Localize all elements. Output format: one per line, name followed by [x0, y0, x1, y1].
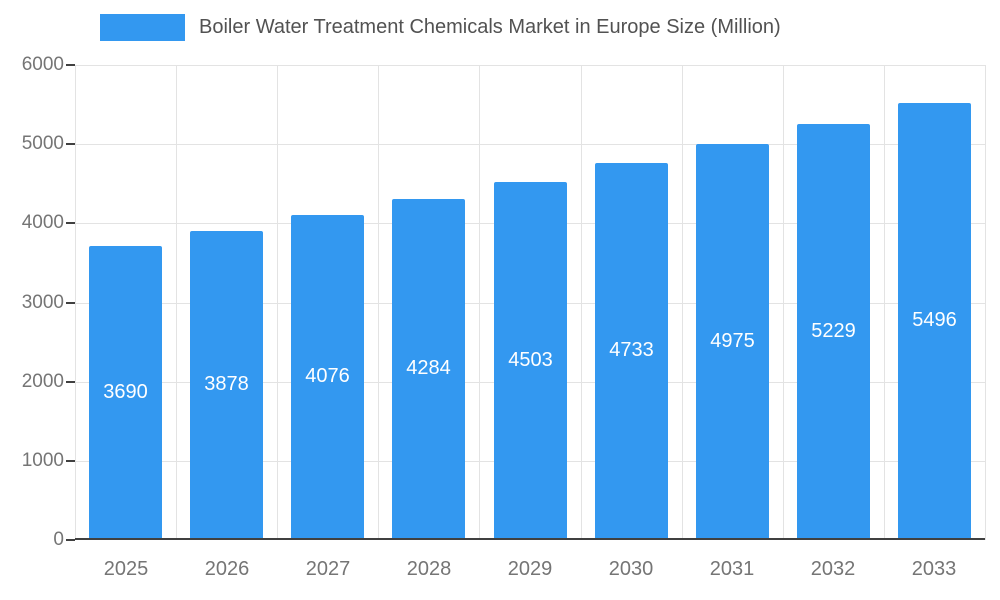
y-axis-tick-label: 0 [53, 529, 64, 550]
bar-value-label: 5229 [811, 319, 856, 342]
x-axis-line [75, 538, 985, 540]
bar[interactable]: 3878 [190, 231, 263, 538]
x-axis-tick-label: 2028 [406, 558, 452, 580]
y-axis-tick-label: 1000 [21, 450, 64, 471]
x-axis-tick-label: 2026 [204, 558, 250, 580]
y-axis-tick-mark [66, 302, 75, 304]
vertical-gridline [783, 65, 784, 540]
bar-value-label: 4733 [609, 339, 654, 361]
x-axis-tick-label: 2031 [709, 558, 755, 580]
bar[interactable]: 4076 [291, 215, 364, 538]
bar[interactable]: 5229 [797, 124, 870, 538]
y-axis-tick-mark [66, 460, 75, 462]
y-axis-tick-label: 3000 [21, 292, 64, 313]
bar[interactable]: 4975 [696, 144, 769, 538]
bar[interactable]: 4284 [392, 199, 465, 538]
y-axis-tick-mark [66, 539, 75, 541]
chart-title: Boiler Water Treatment Chemicals Market … [199, 16, 781, 38]
bar[interactable]: 4503 [494, 182, 567, 538]
vertical-gridline [682, 65, 683, 540]
bar[interactable]: 4733 [595, 163, 668, 538]
x-axis-tick-label: 2025 [103, 558, 149, 580]
horizontal-gridline [75, 65, 985, 66]
plot-area: 3690 3878 4076 4284 4503 4733 4975 5229 5496 [75, 65, 986, 540]
y-axis-tick-mark [66, 222, 75, 224]
bar-value-label: 4076 [305, 365, 350, 387]
legend: Boiler Water Treatment Chemicals Market … [100, 14, 781, 41]
x-axis-tick-label: 2029 [507, 558, 553, 580]
x-axis-tick-label: 2030 [608, 558, 654, 580]
vertical-gridline [176, 65, 177, 540]
bar[interactable]: 3690 [89, 246, 162, 538]
y-axis-tick-label: 5000 [21, 133, 64, 154]
y-axis-tick-mark [66, 64, 75, 66]
y-axis-tick-label: 6000 [21, 54, 64, 75]
bar-value-label: 4284 [406, 357, 451, 379]
bar-value-label: 3690 [103, 380, 148, 403]
horizontal-gridline [75, 144, 985, 145]
bar-value-label: 4975 [710, 329, 755, 352]
vertical-gridline [884, 65, 885, 540]
x-axis-tick-label: 2032 [810, 558, 856, 580]
vertical-gridline [277, 65, 278, 540]
vertical-gridline [479, 65, 480, 540]
vertical-gridline [75, 65, 76, 540]
y-axis-tick-mark [66, 381, 75, 383]
y-axis-tick-label: 4000 [21, 212, 64, 233]
vertical-gridline [581, 65, 582, 540]
vertical-gridline [378, 65, 379, 540]
y-axis-tick-mark [66, 143, 75, 145]
bar[interactable]: 5496 [898, 103, 971, 538]
y-axis-tick-label: 2000 [21, 371, 64, 392]
vertical-gridline [985, 65, 986, 540]
bar-value-label: 4503 [508, 348, 553, 371]
legend-swatch [100, 14, 185, 41]
x-axis-tick-label: 2027 [305, 558, 351, 580]
bar-value-label: 3878 [204, 373, 249, 395]
bar-value-label: 5496 [912, 309, 957, 331]
x-axis-tick-label: 2033 [911, 558, 957, 580]
